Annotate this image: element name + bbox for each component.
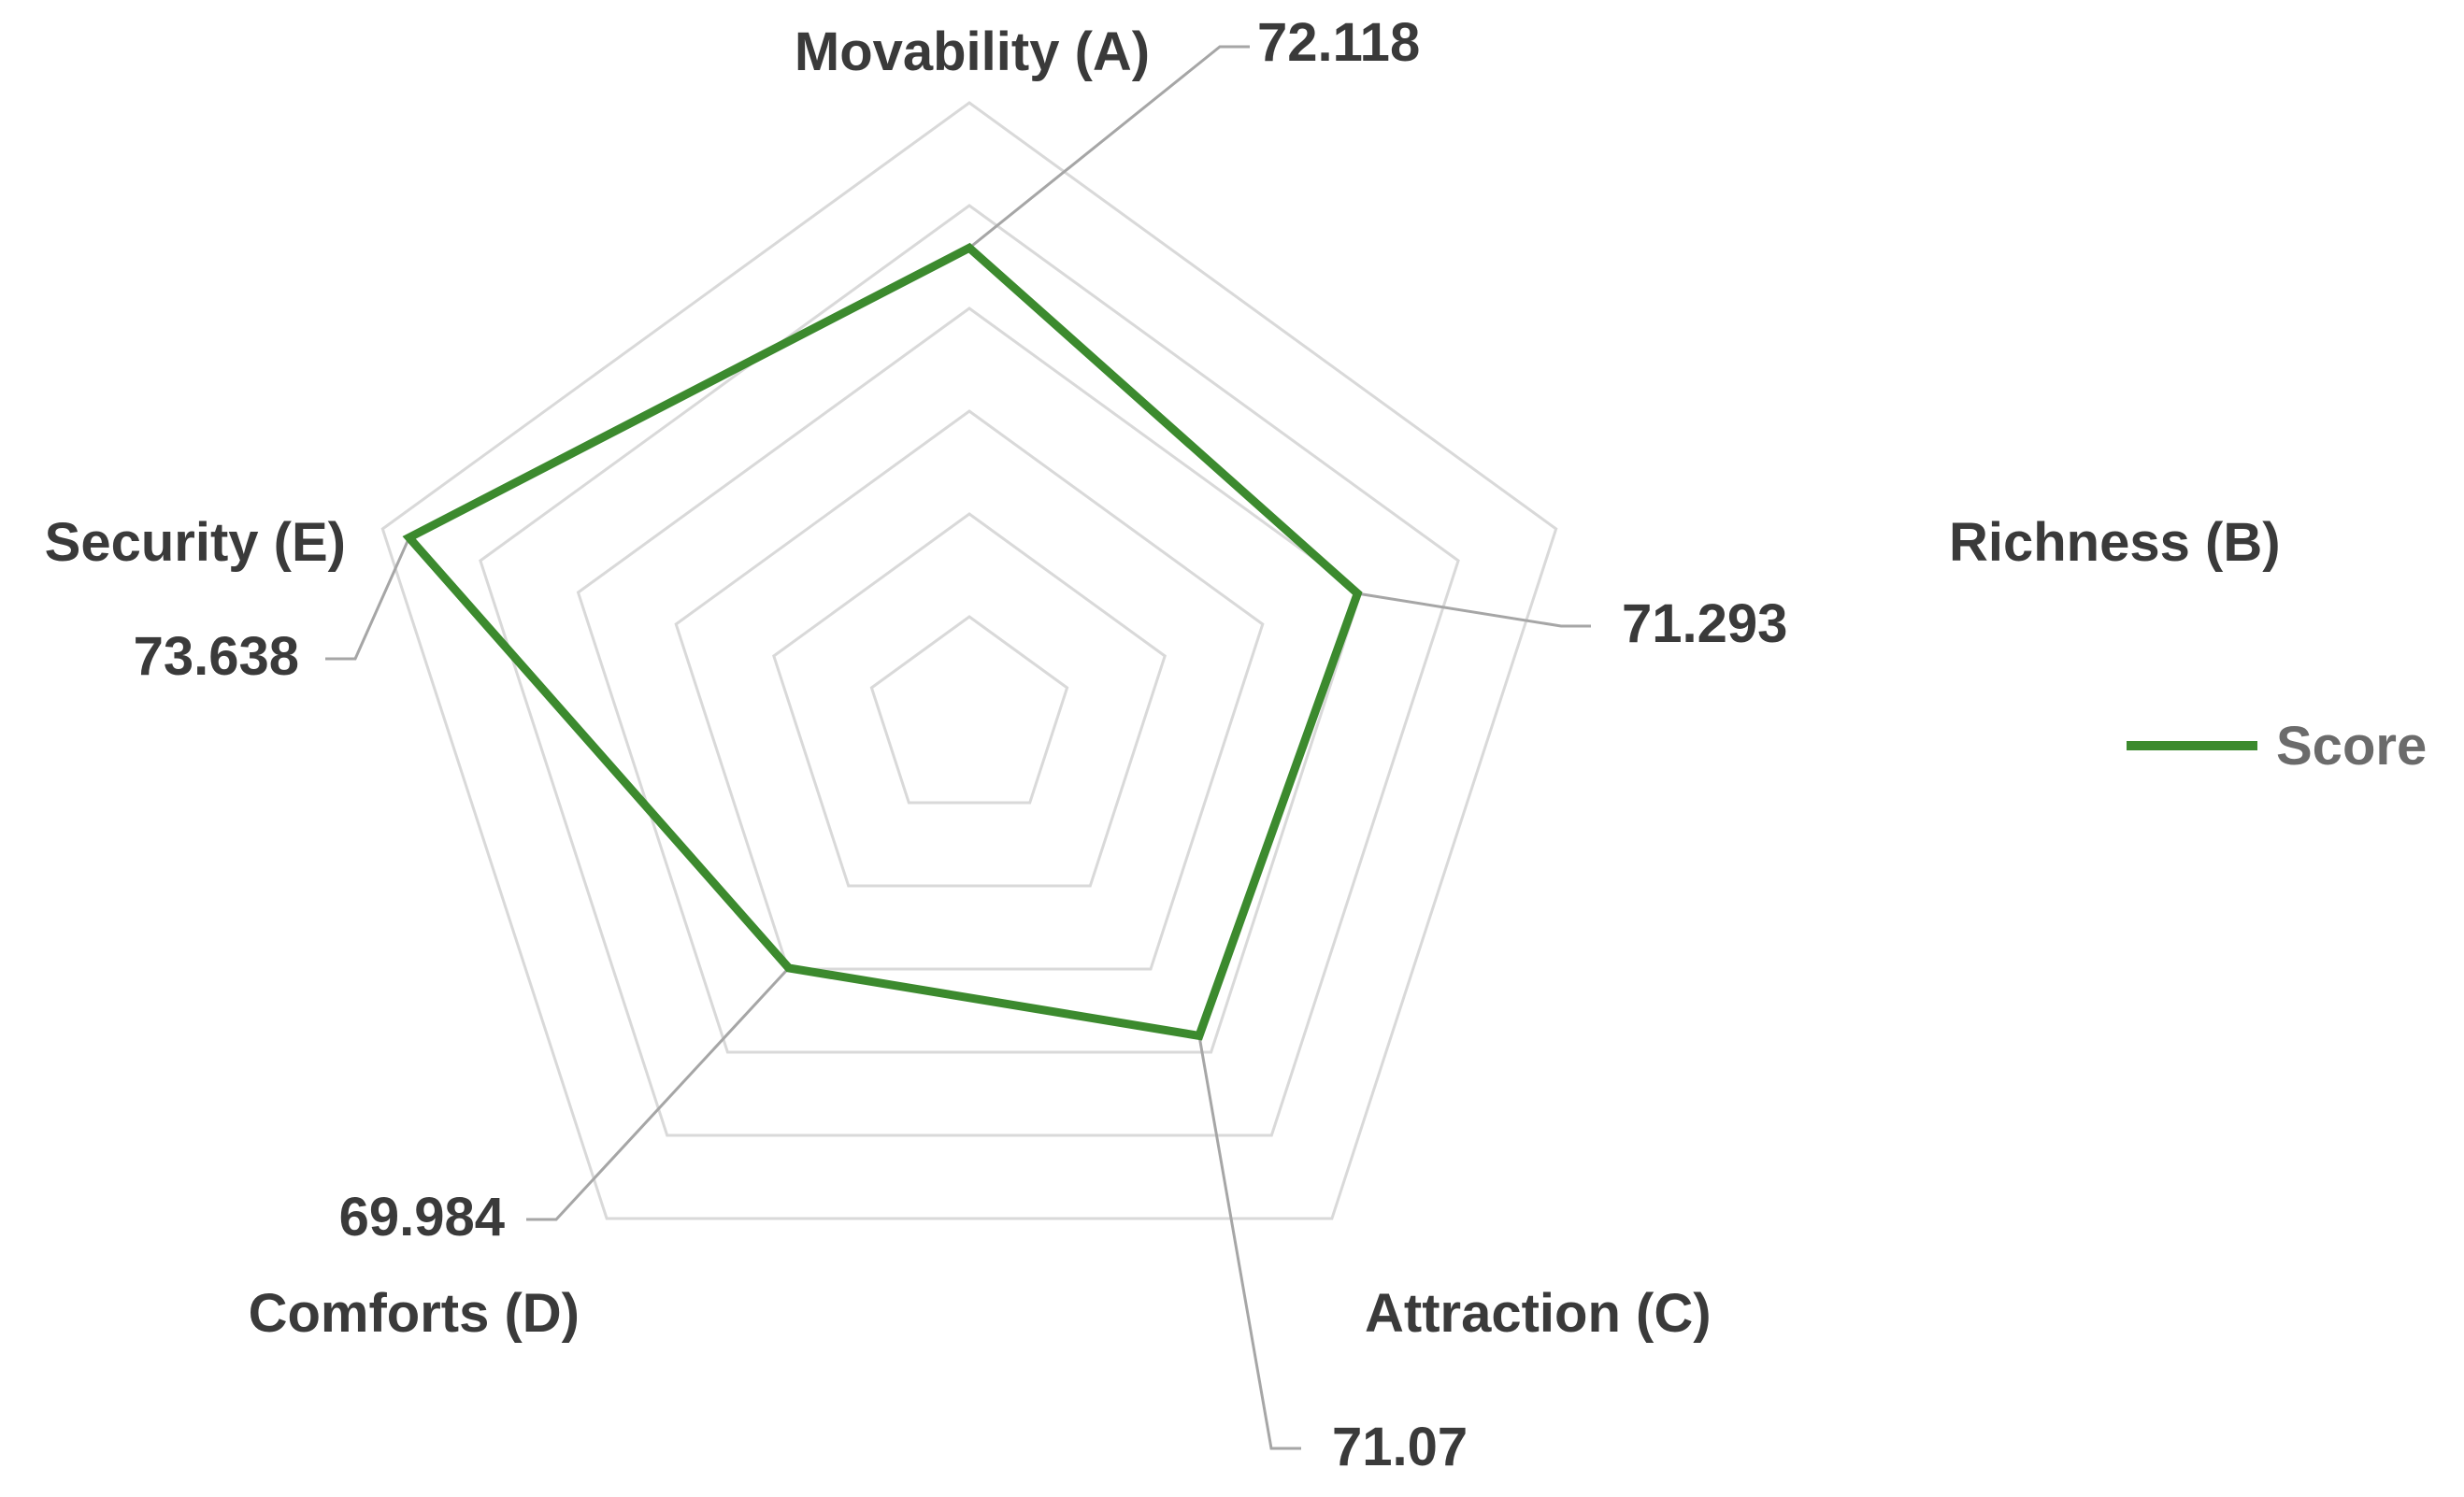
radar-grid [380,101,1558,1220]
category-label: Richness (B) [1949,512,2281,573]
leader-line [325,536,411,661]
category-label: Comforts (D) [249,1283,580,1344]
legend: Score [2127,716,2427,777]
legend-label: Score [2276,716,2427,777]
series-score-line [402,242,1363,1041]
category-label: Attraction (C) [1365,1283,1712,1344]
leader-line [526,966,790,1221]
grid-ring [380,101,1558,1220]
grid-ring [869,615,1069,805]
value-label: 71.07 [1332,1417,1468,1477]
grid-ring [479,204,1460,1137]
value-label: 72.118 [1257,12,1420,73]
grid-ring [576,307,1363,1054]
label-layer: Movability (A) Richness (B) Attraction (C)… [45,12,2281,1477]
leader-line [1197,1035,1301,1450]
category-label: Security (E) [45,512,346,573]
value-label: 69.984 [339,1187,505,1248]
value-label: 71.293 [1622,593,1787,654]
series-layer [402,242,1363,1041]
leader-line [968,45,1250,250]
leader-line [1357,592,1591,628]
grid-ring [674,409,1265,971]
value-label: 73.638 [134,626,299,687]
leader-lines [325,45,1591,1450]
category-label: Movability (A) [795,21,1150,82]
grid-ring [772,512,1167,888]
